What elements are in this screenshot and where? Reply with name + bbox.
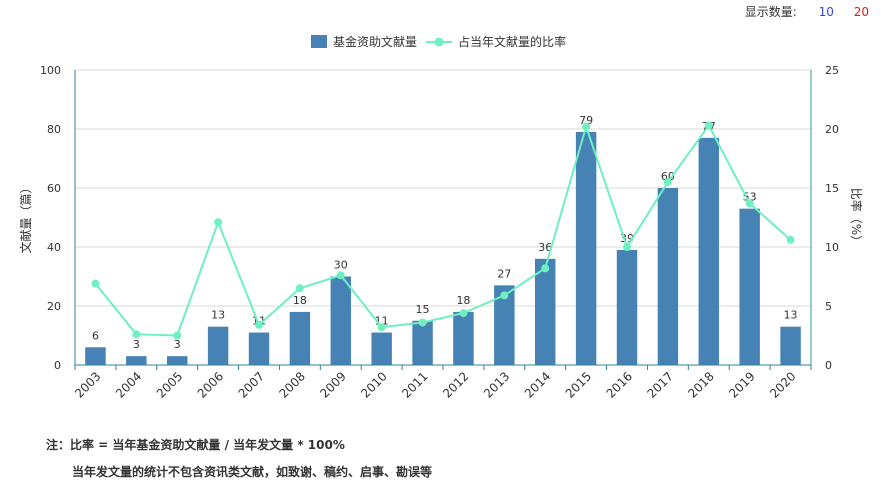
bar-2020[interactable]	[780, 326, 801, 365]
bar-2005[interactable]	[167, 356, 188, 365]
ratio-point-2010[interactable]	[377, 323, 386, 332]
ratio-point-2003[interactable]	[91, 279, 100, 288]
y-left-tick-label: 40	[47, 241, 61, 254]
bar-2006[interactable]	[207, 326, 229, 365]
y-right-tick-label: 0	[825, 359, 832, 372]
legend[interactable]: 基金资助文献量 占当年文献量的比率	[311, 34, 566, 49]
bar-value-label: 6	[92, 329, 99, 342]
y-right-tick-label: 20	[825, 123, 839, 136]
bar-2019[interactable]	[739, 208, 760, 365]
x-tick-label: 2012	[440, 369, 471, 400]
bar-2010[interactable]	[371, 332, 392, 365]
ratio-point-2012[interactable]	[459, 309, 468, 318]
note-exclusion: 当年发文量的统计不包含资讯类文献，如致谢、稿约、启事、勘误等	[72, 465, 433, 479]
y-left-tick-label: 100	[40, 64, 61, 77]
bar-2004[interactable]	[126, 356, 147, 365]
legend-bar-label[interactable]: 基金资助文献量	[333, 34, 417, 49]
display-count-control: 显示数量: 10 20	[745, 3, 869, 20]
x-tick-label: 2009	[317, 369, 348, 400]
ratio-point-2016[interactable]	[623, 243, 631, 251]
bar-2013[interactable]	[494, 285, 515, 365]
y-left-axis-title: 文献量（篇）	[18, 181, 33, 253]
funding-chart: 633131118301115182736793960775313 020406…	[18, 34, 864, 401]
ratio-point-2018[interactable]	[704, 121, 713, 130]
line-series	[91, 121, 795, 340]
x-tick-label: 2014	[522, 369, 553, 400]
bar-2017[interactable]	[657, 188, 679, 365]
y-right-tick-label: 10	[825, 241, 839, 254]
display-count-option-20[interactable]: 20	[853, 5, 869, 19]
ratio-point-2017[interactable]	[663, 178, 672, 187]
y-right-tick-label: 15	[825, 182, 839, 195]
y-right-tick-label: 25	[825, 64, 839, 77]
bar-value-label: 13	[784, 309, 798, 322]
x-tick-label: 2011	[399, 369, 430, 400]
ratio-point-2015[interactable]	[582, 122, 591, 131]
ratio-point-2008[interactable]	[295, 284, 304, 293]
bar-2009[interactable]	[330, 276, 351, 366]
y-right-tick-label: 5	[825, 300, 832, 313]
bar-value-label: 3	[133, 338, 140, 351]
ratio-point-2013[interactable]	[500, 291, 509, 300]
x-tick-label: 2016	[604, 369, 635, 400]
ratio-point-2007[interactable]	[255, 320, 263, 329]
x-tick-label: 2010	[358, 369, 389, 400]
bar-value-label: 60	[661, 170, 675, 183]
y-right-axis-title: 比率（%）	[849, 188, 864, 247]
y-left-tick-label: 0	[54, 359, 61, 372]
note-ratio-formula: 注：比率 = 当年基金资助文献量 / 当年发文量 * 100%	[46, 438, 345, 452]
grid-lines	[75, 69, 811, 307]
y-left-tick-label: 60	[47, 182, 61, 195]
axes: 0 20 40 60 80 100 0 5 10 15 20 25 2003 2004 2005 2006 20…	[18, 64, 864, 401]
bar-2007[interactable]	[248, 332, 270, 365]
legend-bar-swatch	[311, 35, 327, 48]
bar-value-label: 27	[497, 267, 511, 280]
x-tick-label: 2015	[563, 369, 594, 400]
x-tick-label: 2005	[154, 369, 185, 400]
legend-line-label[interactable]: 占当年文献量的比率	[458, 34, 566, 49]
bar-value-label: 53	[743, 191, 757, 204]
x-tick-label: 2006	[195, 369, 226, 400]
ratio-point-2011[interactable]	[418, 318, 427, 327]
bar-value-label: 30	[334, 259, 348, 272]
bar-2014[interactable]	[535, 258, 556, 365]
bar-value-label: 18	[293, 294, 307, 307]
ratio-line	[94, 123, 792, 337]
bar-series: 633131118301115182736793960775313	[85, 114, 801, 365]
x-tick-label: 2020	[767, 369, 798, 400]
bar-2003[interactable]	[85, 347, 106, 365]
display-count-label: 显示数量:	[744, 5, 797, 19]
bar-value-label: 36	[538, 241, 552, 254]
x-tick-label: 2017	[645, 369, 676, 400]
display-count-option-10[interactable]: 10	[818, 5, 834, 19]
bar-2008[interactable]	[289, 311, 311, 365]
legend-line-marker	[434, 37, 444, 47]
x-tick-label: 2008	[277, 369, 308, 400]
ratio-point-2004[interactable]	[132, 330, 141, 339]
bar-value-label: 18	[456, 294, 470, 307]
ratio-point-2009[interactable]	[336, 271, 345, 280]
x-tick-label: 2007	[236, 369, 267, 400]
x-tick-label: 2018	[685, 369, 716, 400]
ratio-point-2006[interactable]	[214, 218, 223, 227]
bar-value-label: 15	[416, 303, 430, 316]
bar-2018[interactable]	[698, 137, 719, 365]
x-tick-label: 2003	[72, 369, 103, 400]
y-left-tick-label: 20	[47, 300, 61, 313]
bar-2015[interactable]	[575, 131, 597, 365]
bar-value-label: 3	[174, 338, 181, 351]
y-left-tick-label: 80	[47, 123, 61, 136]
x-tick-label: 2019	[726, 369, 757, 400]
bar-2012[interactable]	[453, 311, 474, 365]
bar-value-label: 13	[211, 309, 225, 322]
bar-2016[interactable]	[616, 249, 638, 365]
ratio-point-2019[interactable]	[745, 199, 754, 208]
x-tick-label: 2004	[113, 369, 144, 400]
bar-value-label: 79	[579, 114, 593, 127]
ratio-point-2020[interactable]	[786, 235, 795, 244]
ratio-point-2014[interactable]	[541, 264, 550, 273]
bar-2011[interactable]	[412, 320, 433, 365]
ratio-point-2005[interactable]	[173, 331, 182, 340]
x-tick-label: 2013	[481, 369, 512, 400]
